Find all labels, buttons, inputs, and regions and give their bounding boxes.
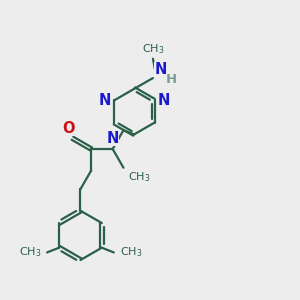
- Text: CH$_3$: CH$_3$: [19, 245, 41, 259]
- Text: N: N: [154, 62, 167, 77]
- Text: CH$_3$: CH$_3$: [142, 42, 164, 56]
- Text: H: H: [166, 74, 177, 86]
- Text: N: N: [106, 131, 119, 146]
- Text: O: O: [62, 121, 75, 136]
- Text: CH$_3$: CH$_3$: [119, 245, 142, 259]
- Text: CH$_3$: CH$_3$: [128, 170, 151, 184]
- Text: N: N: [158, 93, 170, 108]
- Text: N: N: [98, 93, 111, 108]
